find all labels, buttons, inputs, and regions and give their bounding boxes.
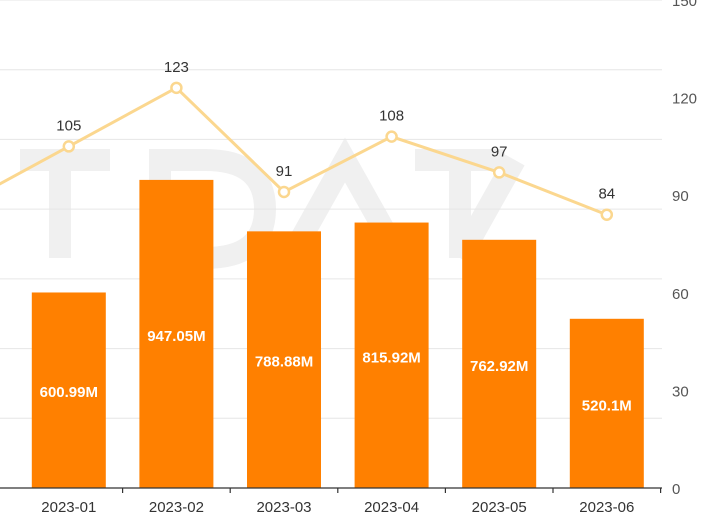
- bar-2023-01: [31, 292, 106, 488]
- line-point-2023-06: [600, 208, 614, 221]
- bar-label-2023-03: 788.88M: [255, 354, 313, 371]
- bar-label-2023-05: 762.92M: [470, 358, 528, 375]
- x-tick-label-2023-03: 2023-03: [256, 499, 311, 516]
- right-axis-label-90: 90: [672, 188, 689, 205]
- x-tick-label-2023-06: 2023-06: [579, 499, 634, 516]
- right-axis-label-30: 30: [672, 383, 689, 400]
- line-point-2023-02: [170, 81, 183, 95]
- line-point-2023-01: [62, 140, 76, 153]
- bar-label-2023-02: 947.05M: [147, 328, 205, 345]
- line-label-2023-03: 91: [276, 163, 293, 180]
- right-axis-label-60: 60: [672, 286, 689, 303]
- line-series: 105 123 91 108 97 84: [0, 59, 615, 221]
- bar-label-2023-01: 600.99M: [40, 384, 98, 401]
- line-label-2023-02: 123: [164, 59, 189, 76]
- line-point-2023-03: [277, 185, 291, 199]
- axes: 2023-01 2023-02 2023-03 2023-04 2023-05 2023-…: [0, 0, 697, 516]
- line-point-2023-04: [385, 130, 398, 143]
- bar-2023-05: [462, 239, 537, 488]
- line-point-2023-05: [492, 166, 506, 179]
- bar-2023-06: [569, 318, 644, 488]
- bar-series: 600.99M 947.05M 788.88M 815.92M 762.92M 520.1…: [31, 179, 644, 489]
- right-axis-label-120: 120: [672, 91, 697, 108]
- bar-2023-03: [247, 231, 321, 488]
- line-label-2023-01: 105: [56, 117, 81, 134]
- bar-label-2023-06: 520.1M: [582, 397, 632, 414]
- right-axis-label-0: 0: [672, 481, 680, 498]
- x-tick-label-2023-04: 2023-04: [364, 499, 419, 516]
- x-tick-label-2023-02: 2023-02: [149, 499, 204, 516]
- x-tick-label-2023-05: 2023-05: [472, 499, 527, 516]
- line-label-2023-05: 97: [491, 143, 508, 160]
- bar-label-2023-04: 815.92M: [362, 349, 420, 366]
- x-tick-label-2023-01: 2023-01: [41, 499, 96, 516]
- line-label-2023-06: 84: [598, 186, 615, 203]
- bar-2023-04: [354, 222, 429, 489]
- grid-lines: [0, 0, 662, 419]
- line-label-2023-04: 108: [379, 108, 404, 125]
- bar-2023-02: [139, 179, 214, 488]
- right-axis-label-150: 150: [672, 0, 697, 10]
